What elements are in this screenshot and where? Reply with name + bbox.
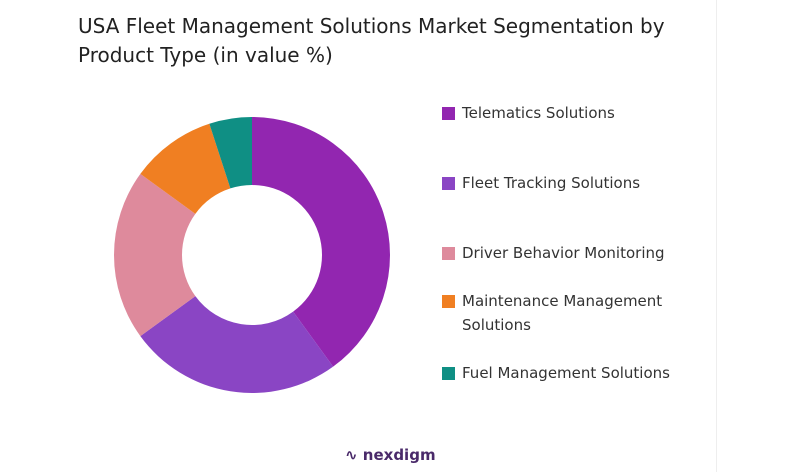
slice <box>209 117 252 189</box>
slice <box>140 296 334 394</box>
legend-label: Fuel Management Solutions <box>462 364 670 382</box>
legend-label: Driver Behavior Monitoring <box>462 244 665 262</box>
legend-item: Maintenance Management Solutions <box>442 289 702 337</box>
legend-swatch <box>442 367 455 380</box>
chart-title: USA Fleet Management Solutions Market Se… <box>78 14 665 67</box>
legend-label: Telematics Solutions <box>462 104 615 122</box>
legend-label: Maintenance Management Solutions <box>462 292 663 334</box>
legend-label: Fleet Tracking Solutions <box>462 174 641 192</box>
logo: ∿ nexdigm <box>345 446 436 464</box>
legend-item: Fleet Tracking Solutions <box>442 171 702 195</box>
legend-swatch <box>442 295 455 308</box>
divider <box>716 0 717 472</box>
legend-swatch <box>442 177 455 190</box>
legend-item: Fuel Management Solutions <box>442 361 702 385</box>
legend-swatch <box>442 247 455 260</box>
legend-item: Driver Behavior Monitoring <box>442 241 702 265</box>
slice <box>252 117 391 367</box>
logo-text: nexdigm <box>362 446 436 464</box>
legend-item: Telematics Solutions <box>442 101 702 125</box>
slice <box>114 173 196 337</box>
legend-swatch <box>442 107 455 120</box>
slice <box>140 123 231 214</box>
